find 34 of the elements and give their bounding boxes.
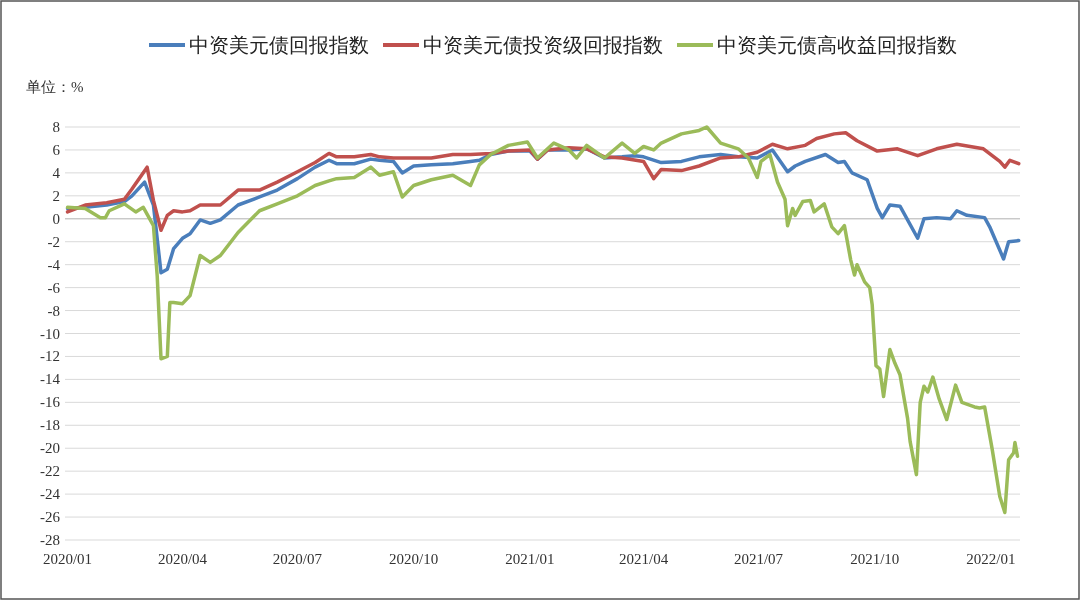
y-tick-label: -28 bbox=[40, 532, 60, 548]
y-tick-label: -24 bbox=[40, 486, 61, 503]
y-tick-label: 4 bbox=[52, 164, 61, 181]
y-tick-label: -6 bbox=[47, 279, 61, 296]
y-tick-label: -26 bbox=[40, 509, 61, 526]
legend-label: 中资美元债高收益回报指数 bbox=[717, 34, 957, 56]
x-tick-label: 2021/04 bbox=[618, 551, 669, 567]
legend-label: 中资美元债回报指数 bbox=[189, 34, 369, 56]
y-tick-label: -12 bbox=[40, 348, 60, 365]
y-tick-label: -8 bbox=[47, 302, 60, 319]
x-tick-label: 2021/01 bbox=[505, 551, 555, 567]
x-tick-label: 2022/01 bbox=[966, 551, 1016, 567]
y-tick-label: -22 bbox=[40, 463, 60, 480]
y-tick-label: 6 bbox=[52, 141, 61, 158]
legend-label: 中资美元债投资级回报指数 bbox=[423, 34, 663, 56]
y-axis-title: 单位：% bbox=[26, 79, 84, 95]
x-tick-label: 2020/10 bbox=[389, 551, 439, 567]
y-tick-label: -20 bbox=[40, 440, 60, 457]
y-tick-label: -2 bbox=[47, 233, 60, 250]
y-tick-label: -4 bbox=[47, 256, 61, 273]
y-tick-label: 0 bbox=[52, 210, 60, 227]
x-tick-label: 2020/04 bbox=[157, 551, 208, 567]
x-tick-label: 2020/07 bbox=[272, 551, 323, 567]
x-tick-label: 2021/10 bbox=[850, 551, 900, 567]
x-tick-label: 2020/01 bbox=[42, 551, 93, 567]
y-tick-label: -18 bbox=[40, 417, 60, 434]
line-series bbox=[65, 130, 1021, 232]
y-tick-label: 2 bbox=[52, 187, 60, 204]
y-tick-label: -16 bbox=[40, 394, 61, 411]
y-tick-label: -10 bbox=[40, 325, 60, 342]
x-tick-label: 2021/07 bbox=[733, 551, 784, 567]
line-series bbox=[65, 125, 1020, 515]
y-tick-label: 8 bbox=[52, 119, 60, 135]
y-tick-label: -14 bbox=[40, 371, 61, 388]
